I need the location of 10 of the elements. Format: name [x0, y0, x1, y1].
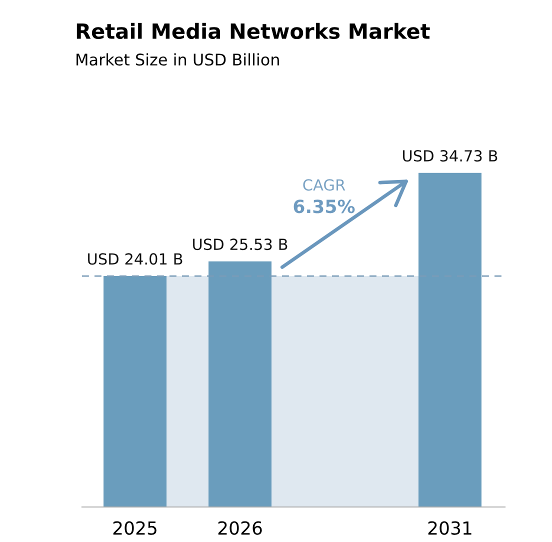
x-tick-label: 2031 [428, 521, 472, 535]
chart-subtitle: Market Size in USD Billion [76, 53, 279, 66]
data-label: USD 24.01 B [88, 253, 182, 265]
annotation: 6.35% [294, 200, 355, 214]
data-label: USD 25.53 B [193, 238, 288, 250]
annotation: CAGR [303, 179, 346, 191]
x-tick-label: 2025 [113, 521, 156, 535]
data-label: USD 34.73 B [403, 150, 498, 162]
chart-title: Retail Media Networks Market [76, 22, 430, 40]
x-tick-label: 2026 [218, 521, 262, 535]
